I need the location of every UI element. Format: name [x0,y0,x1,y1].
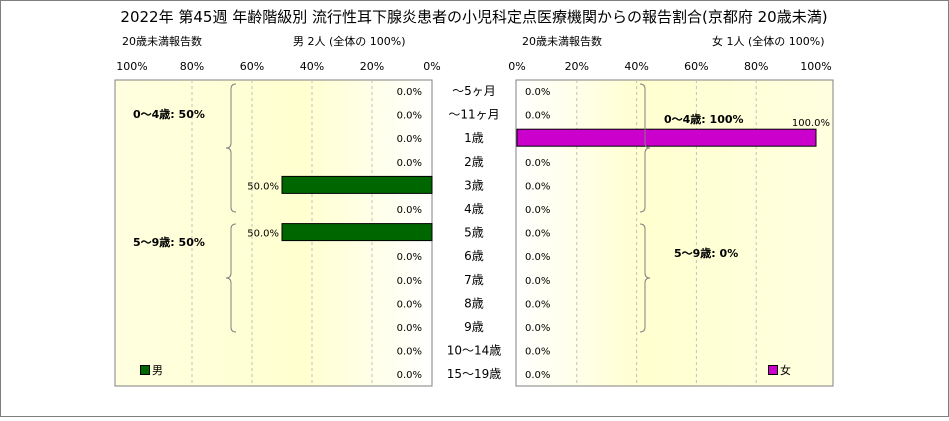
category-label: 2歳 [464,155,484,169]
male-value-label: 0.0% [397,370,422,381]
male-value-label: 0.0% [397,299,422,310]
left-axis-tick: 20% [360,60,384,73]
category-label: ～11ヶ月 [448,108,499,122]
female-value-label: 0.0% [525,276,550,287]
male-value-label: 0.0% [397,158,422,169]
right-axis-tick: 80% [744,60,768,73]
right-brace-0-4 [639,83,651,213]
male-bar [281,223,433,242]
female-value-label: 0.0% [525,370,550,381]
legend-male-swatch [140,365,150,375]
left-axis-tick: 100% [116,60,147,73]
female-value-label: 100.0% [792,118,830,129]
category-label: 15～19歳 [447,367,502,381]
female-value-label: 0.0% [525,347,550,358]
male-value-label: 50.0% [247,181,279,192]
legend-male-label: 男 [152,364,163,377]
left-group-label-0-4: 0～4歳: 50% [133,107,205,121]
right-group-label-0-4: 0～4歳: 100% [664,112,744,126]
legend-male: 男 [140,362,163,378]
male-value-label: 0.0% [397,276,422,287]
category-label: 9歳 [464,320,484,334]
left-axis-tick: 60% [240,60,264,73]
legend-female-swatch [768,365,778,375]
female-value-label: 0.0% [525,205,550,216]
category-label: ～5ヶ月 [452,84,496,98]
legend-female: 女 [768,362,791,378]
male-value-label: 0.0% [397,347,422,358]
left-axis-tick: 0% [423,60,440,73]
male-value-label: 50.0% [247,229,279,240]
left-subtitle-left: 20歳未満報告数 [122,35,202,48]
left-axis-tick: 40% [300,60,324,73]
female-value-label: 0.0% [525,299,550,310]
right-group-label-5-9: 5～9歳: 0% [674,246,738,260]
category-label: 7歳 [464,273,484,287]
right-axis-tick: 40% [624,60,648,73]
male-value-label: 0.0% [397,111,422,122]
right-axis-tick: 20% [565,60,589,73]
female-bar [516,128,817,147]
female-value-label: 0.0% [525,229,550,240]
female-value-label: 0.0% [525,252,550,263]
legend-female-label: 女 [780,364,791,377]
right-brace-5-9 [639,223,651,333]
category-label: 4歳 [464,202,484,216]
category-label: 3歳 [464,178,484,192]
male-value-label: 0.0% [397,323,422,334]
female-value-label: 0.0% [525,181,550,192]
male-value-label: 0.0% [397,205,422,216]
male-value-label: 0.0% [397,87,422,98]
left-brace-5-9 [225,223,237,333]
category-label: 6歳 [464,249,484,263]
male-value-label: 0.0% [397,252,422,263]
female-value-label: 0.0% [525,158,550,169]
right-axis-tick: 0% [508,60,525,73]
male-value-label: 0.0% [397,134,422,145]
category-label: 1歳 [464,131,484,145]
right-axis-tick: 60% [684,60,708,73]
female-value-label: 0.0% [525,87,550,98]
female-value-label: 0.0% [525,111,550,122]
left-axis-tick: 80% [180,60,204,73]
left-subtitle-right: 男 2人 (全体の 100%) [293,34,406,48]
female-value-label: 0.0% [525,323,550,334]
male-bar [281,175,433,194]
right-axis-tick: 100% [800,60,831,73]
right-subtitle-right: 女 1人 (全体の 100%) [712,34,825,48]
category-label: 10～14歳 [447,344,502,358]
right-subtitle-left: 20歳未満報告数 [522,35,602,48]
left-brace-0-4 [225,83,237,213]
category-label: 8歳 [464,296,484,310]
category-label: 5歳 [464,226,484,240]
chart-title: 2022年 第45週 年齢階級別 流行性耳下腺炎患者の小児科定点医療機関からの報… [120,8,827,26]
left-group-label-5-9: 5～9歳: 50% [133,235,205,249]
